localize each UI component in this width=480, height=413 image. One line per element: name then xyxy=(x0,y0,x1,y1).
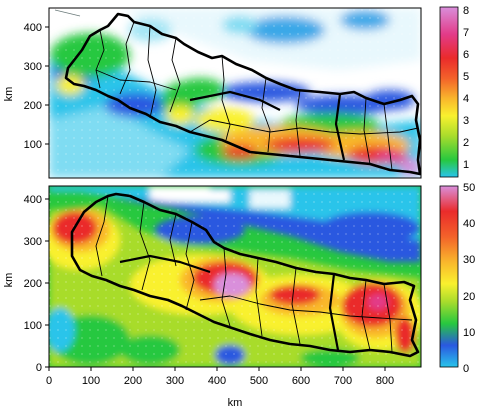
bottom-colorbar-tick: 50 xyxy=(463,182,475,194)
bottom-y-tick-label: 100 xyxy=(24,320,42,332)
bottom-x-tick-label: 200 xyxy=(124,375,142,387)
bottom-x-tick-label: 600 xyxy=(292,375,310,387)
bottom-x-tick-label: 300 xyxy=(166,375,184,387)
bottom-colorbar-tick: 10 xyxy=(463,327,475,339)
bottom-colorbar-tick: 30 xyxy=(463,254,475,266)
top-heatmap xyxy=(49,8,421,178)
bottom-colorbar-tick: 20 xyxy=(463,291,475,303)
bottom-x-tick-label: 0 xyxy=(46,375,52,387)
bottom-y-tick-label: 200 xyxy=(24,278,42,290)
bottom-y-tick-label: 300 xyxy=(24,236,42,248)
top-y-tick-label: 100 xyxy=(24,139,42,151)
bottom-x-tick-label: 500 xyxy=(250,375,268,387)
top-colorbar-tick: 5 xyxy=(463,71,469,83)
top-colorbar-tick: 6 xyxy=(463,49,469,61)
bottom-x-axis: 0 100 200 300 400 500 600 700 800 km xyxy=(46,367,394,409)
top-colorbar-tick: 4 xyxy=(463,93,469,105)
bottom-y-tick-label: 400 xyxy=(24,194,42,206)
top-colorbar-ramp xyxy=(439,6,459,178)
top-colorbar: 1 2 3 4 5 6 7 8 xyxy=(439,5,469,178)
bottom-colorbar-tick: 0 xyxy=(463,363,469,375)
top-y-tick-label: 200 xyxy=(24,100,42,112)
top-y-axis-label: km xyxy=(3,87,15,102)
top-y-axis: 100 200 300 400 km xyxy=(3,22,49,151)
bottom-y-axis: 0 100 200 300 400 km xyxy=(3,194,49,374)
bottom-x-tick-label: 100 xyxy=(82,375,100,387)
bottom-x-tick-label: 400 xyxy=(208,375,226,387)
bottom-colorbar-ramp xyxy=(439,185,459,368)
bottom-y-axis-label: km xyxy=(3,273,15,288)
top-colorbar-tick: 7 xyxy=(463,27,469,39)
bottom-colorbar-tick: 40 xyxy=(463,218,475,230)
top-colorbar-tick: 2 xyxy=(463,137,469,149)
bottom-y-tick-label: 0 xyxy=(36,362,42,374)
bottom-x-axis-label: km xyxy=(228,397,243,409)
bottom-frame xyxy=(48,185,422,368)
top-y-tick-label: 300 xyxy=(24,61,42,73)
top-y-tick-label: 400 xyxy=(24,22,42,34)
top-frame xyxy=(48,7,422,179)
top-colorbar-tick: 1 xyxy=(463,159,469,171)
bottom-x-tick-label: 700 xyxy=(334,375,352,387)
bottom-heatmap xyxy=(49,186,421,367)
bottom-x-tick-label: 800 xyxy=(376,375,394,387)
top-colorbar-tick: 3 xyxy=(463,115,469,127)
bottom-colorbar: 0 10 20 30 40 50 xyxy=(439,182,475,375)
top-colorbar-tick: 8 xyxy=(463,5,469,17)
